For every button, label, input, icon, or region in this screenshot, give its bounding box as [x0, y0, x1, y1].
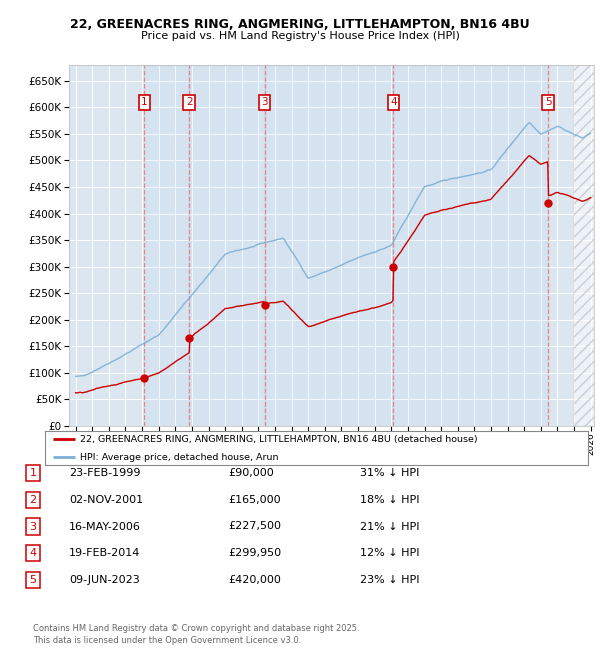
Text: 4: 4: [29, 548, 37, 558]
Text: Contains HM Land Registry data © Crown copyright and database right 2025.
This d: Contains HM Land Registry data © Crown c…: [33, 624, 359, 645]
Text: 02-NOV-2001: 02-NOV-2001: [69, 495, 143, 505]
Text: 5: 5: [29, 575, 37, 585]
Text: 22, GREENACRES RING, ANGMERING, LITTLEHAMPTON, BN16 4BU (detached house): 22, GREENACRES RING, ANGMERING, LITTLEHA…: [80, 435, 478, 444]
Text: 16-MAY-2006: 16-MAY-2006: [69, 521, 141, 532]
Text: £165,000: £165,000: [228, 495, 281, 505]
Text: 23% ↓ HPI: 23% ↓ HPI: [360, 575, 419, 585]
Text: £299,950: £299,950: [228, 548, 281, 558]
Text: £420,000: £420,000: [228, 575, 281, 585]
Text: £227,500: £227,500: [228, 521, 281, 532]
Bar: [145, 65, 189, 426]
Bar: [574, 65, 600, 426]
Text: 3: 3: [29, 521, 37, 532]
Text: 23-FEB-1999: 23-FEB-1999: [69, 468, 140, 478]
Bar: [574, 65, 600, 426]
Text: £90,000: £90,000: [228, 468, 274, 478]
Text: 2: 2: [186, 97, 193, 107]
Text: 31% ↓ HPI: 31% ↓ HPI: [360, 468, 419, 478]
Text: 12% ↓ HPI: 12% ↓ HPI: [360, 548, 419, 558]
Bar: [189, 65, 265, 426]
Text: 22, GREENACRES RING, ANGMERING, LITTLEHAMPTON, BN16 4BU: 22, GREENACRES RING, ANGMERING, LITTLEHA…: [70, 18, 530, 31]
Bar: [265, 65, 394, 426]
Text: 4: 4: [390, 97, 397, 107]
Bar: [394, 65, 548, 426]
Text: HPI: Average price, detached house, Arun: HPI: Average price, detached house, Arun: [80, 453, 279, 461]
Text: 2: 2: [29, 495, 37, 505]
Text: 21% ↓ HPI: 21% ↓ HPI: [360, 521, 419, 532]
Text: 19-FEB-2014: 19-FEB-2014: [69, 548, 140, 558]
Text: 09-JUN-2023: 09-JUN-2023: [69, 575, 140, 585]
Text: 5: 5: [545, 97, 551, 107]
Text: 1: 1: [141, 97, 148, 107]
Text: Price paid vs. HM Land Registry's House Price Index (HPI): Price paid vs. HM Land Registry's House …: [140, 31, 460, 41]
Text: 18% ↓ HPI: 18% ↓ HPI: [360, 495, 419, 505]
Text: 3: 3: [261, 97, 268, 107]
Text: 1: 1: [29, 468, 37, 478]
